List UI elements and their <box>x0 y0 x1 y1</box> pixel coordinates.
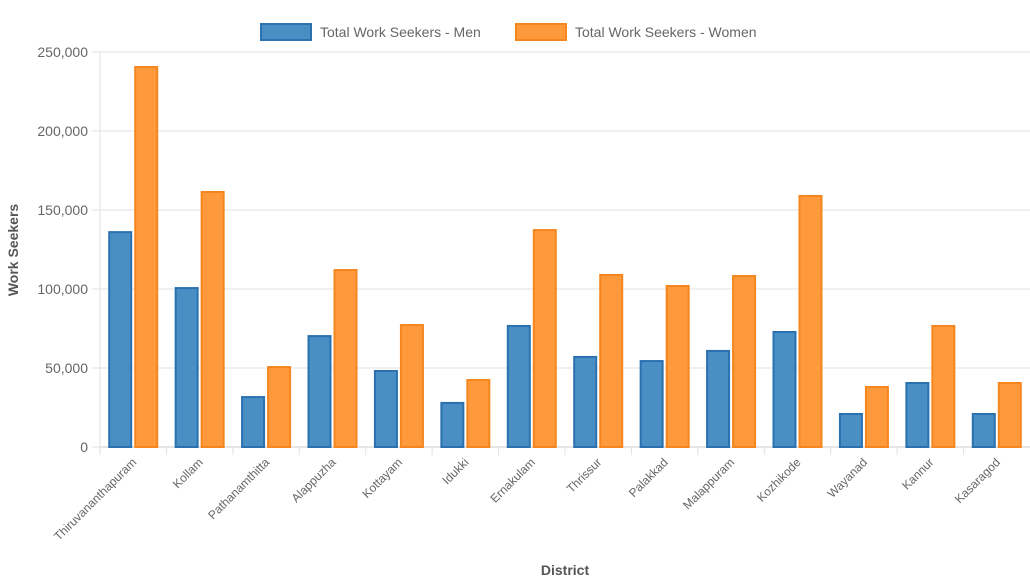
y-tick-label: 100,000 <box>37 281 88 297</box>
bar-women[interactable] <box>267 366 292 448</box>
x-tick-label: Kottayam <box>359 455 405 501</box>
bar-men[interactable] <box>174 287 199 448</box>
x-tick-label: Kozhikode <box>754 455 804 505</box>
legend-swatch <box>515 23 567 41</box>
x-tick-label: Thrissur <box>564 455 605 496</box>
bar-women[interactable] <box>665 284 690 448</box>
bar-women[interactable] <box>134 66 159 448</box>
legend-swatch <box>260 23 312 41</box>
bar-men[interactable] <box>971 412 996 448</box>
y-tick-label: 250,000 <box>37 44 88 60</box>
bar-men[interactable] <box>373 370 398 449</box>
bar-women[interactable] <box>732 275 757 448</box>
legend-label: Total Work Seekers - Men <box>320 24 481 40</box>
y-tick-label: 50,000 <box>45 360 88 376</box>
bar-men[interactable] <box>440 401 465 448</box>
x-tick-label: Kannur <box>899 455 936 492</box>
y-axis-title: Work Seekers <box>5 204 21 297</box>
x-tick-label: Idukki <box>439 455 471 487</box>
x-tick-label: Ernakulam <box>487 455 537 505</box>
bar-men[interactable] <box>905 382 930 449</box>
bar-men[interactable] <box>573 355 598 448</box>
x-tick-label: Kollam <box>170 455 206 491</box>
x-tick-label: Wayanad <box>825 455 870 500</box>
bar-men[interactable] <box>307 335 332 449</box>
bar-women[interactable] <box>333 269 358 449</box>
bar-women[interactable] <box>864 385 889 448</box>
bar-women[interactable] <box>997 382 1022 449</box>
legend-item-men[interactable]: Total Work Seekers - Men <box>260 23 481 41</box>
bar-men[interactable] <box>108 231 133 448</box>
bar-women[interactable] <box>399 324 424 448</box>
bar-women[interactable] <box>200 190 225 448</box>
bar-women[interactable] <box>599 273 624 448</box>
y-tick-label: 200,000 <box>37 123 88 139</box>
bar-men[interactable] <box>506 324 531 448</box>
legend-label: Total Work Seekers - Women <box>575 24 757 40</box>
bar-men[interactable] <box>772 330 797 449</box>
x-tick-label: Pathanamthitta <box>205 455 272 522</box>
bar-women[interactable] <box>466 379 491 448</box>
bar-women[interactable] <box>532 229 557 448</box>
x-tick-label: Alappuzha <box>289 455 339 505</box>
x-axis-title: District <box>541 562 590 578</box>
x-tick-label: Malappuram <box>680 455 737 512</box>
bar-men[interactable] <box>639 360 664 449</box>
bar-men[interactable] <box>241 396 266 448</box>
bar-women[interactable] <box>798 194 823 448</box>
bar-women[interactable] <box>931 324 956 448</box>
y-tick-label: 150,000 <box>37 202 88 218</box>
legend-item-women[interactable]: Total Work Seekers - Women <box>515 23 757 41</box>
x-tick-label: Kasaragod <box>952 455 1003 506</box>
bar-men[interactable] <box>706 349 731 449</box>
x-tick-label: Thiruvananthapuram <box>51 455 139 543</box>
bar-men[interactable] <box>838 412 863 448</box>
y-tick-label: 0 <box>80 439 88 455</box>
x-tick-label: Palakkad <box>626 455 671 500</box>
